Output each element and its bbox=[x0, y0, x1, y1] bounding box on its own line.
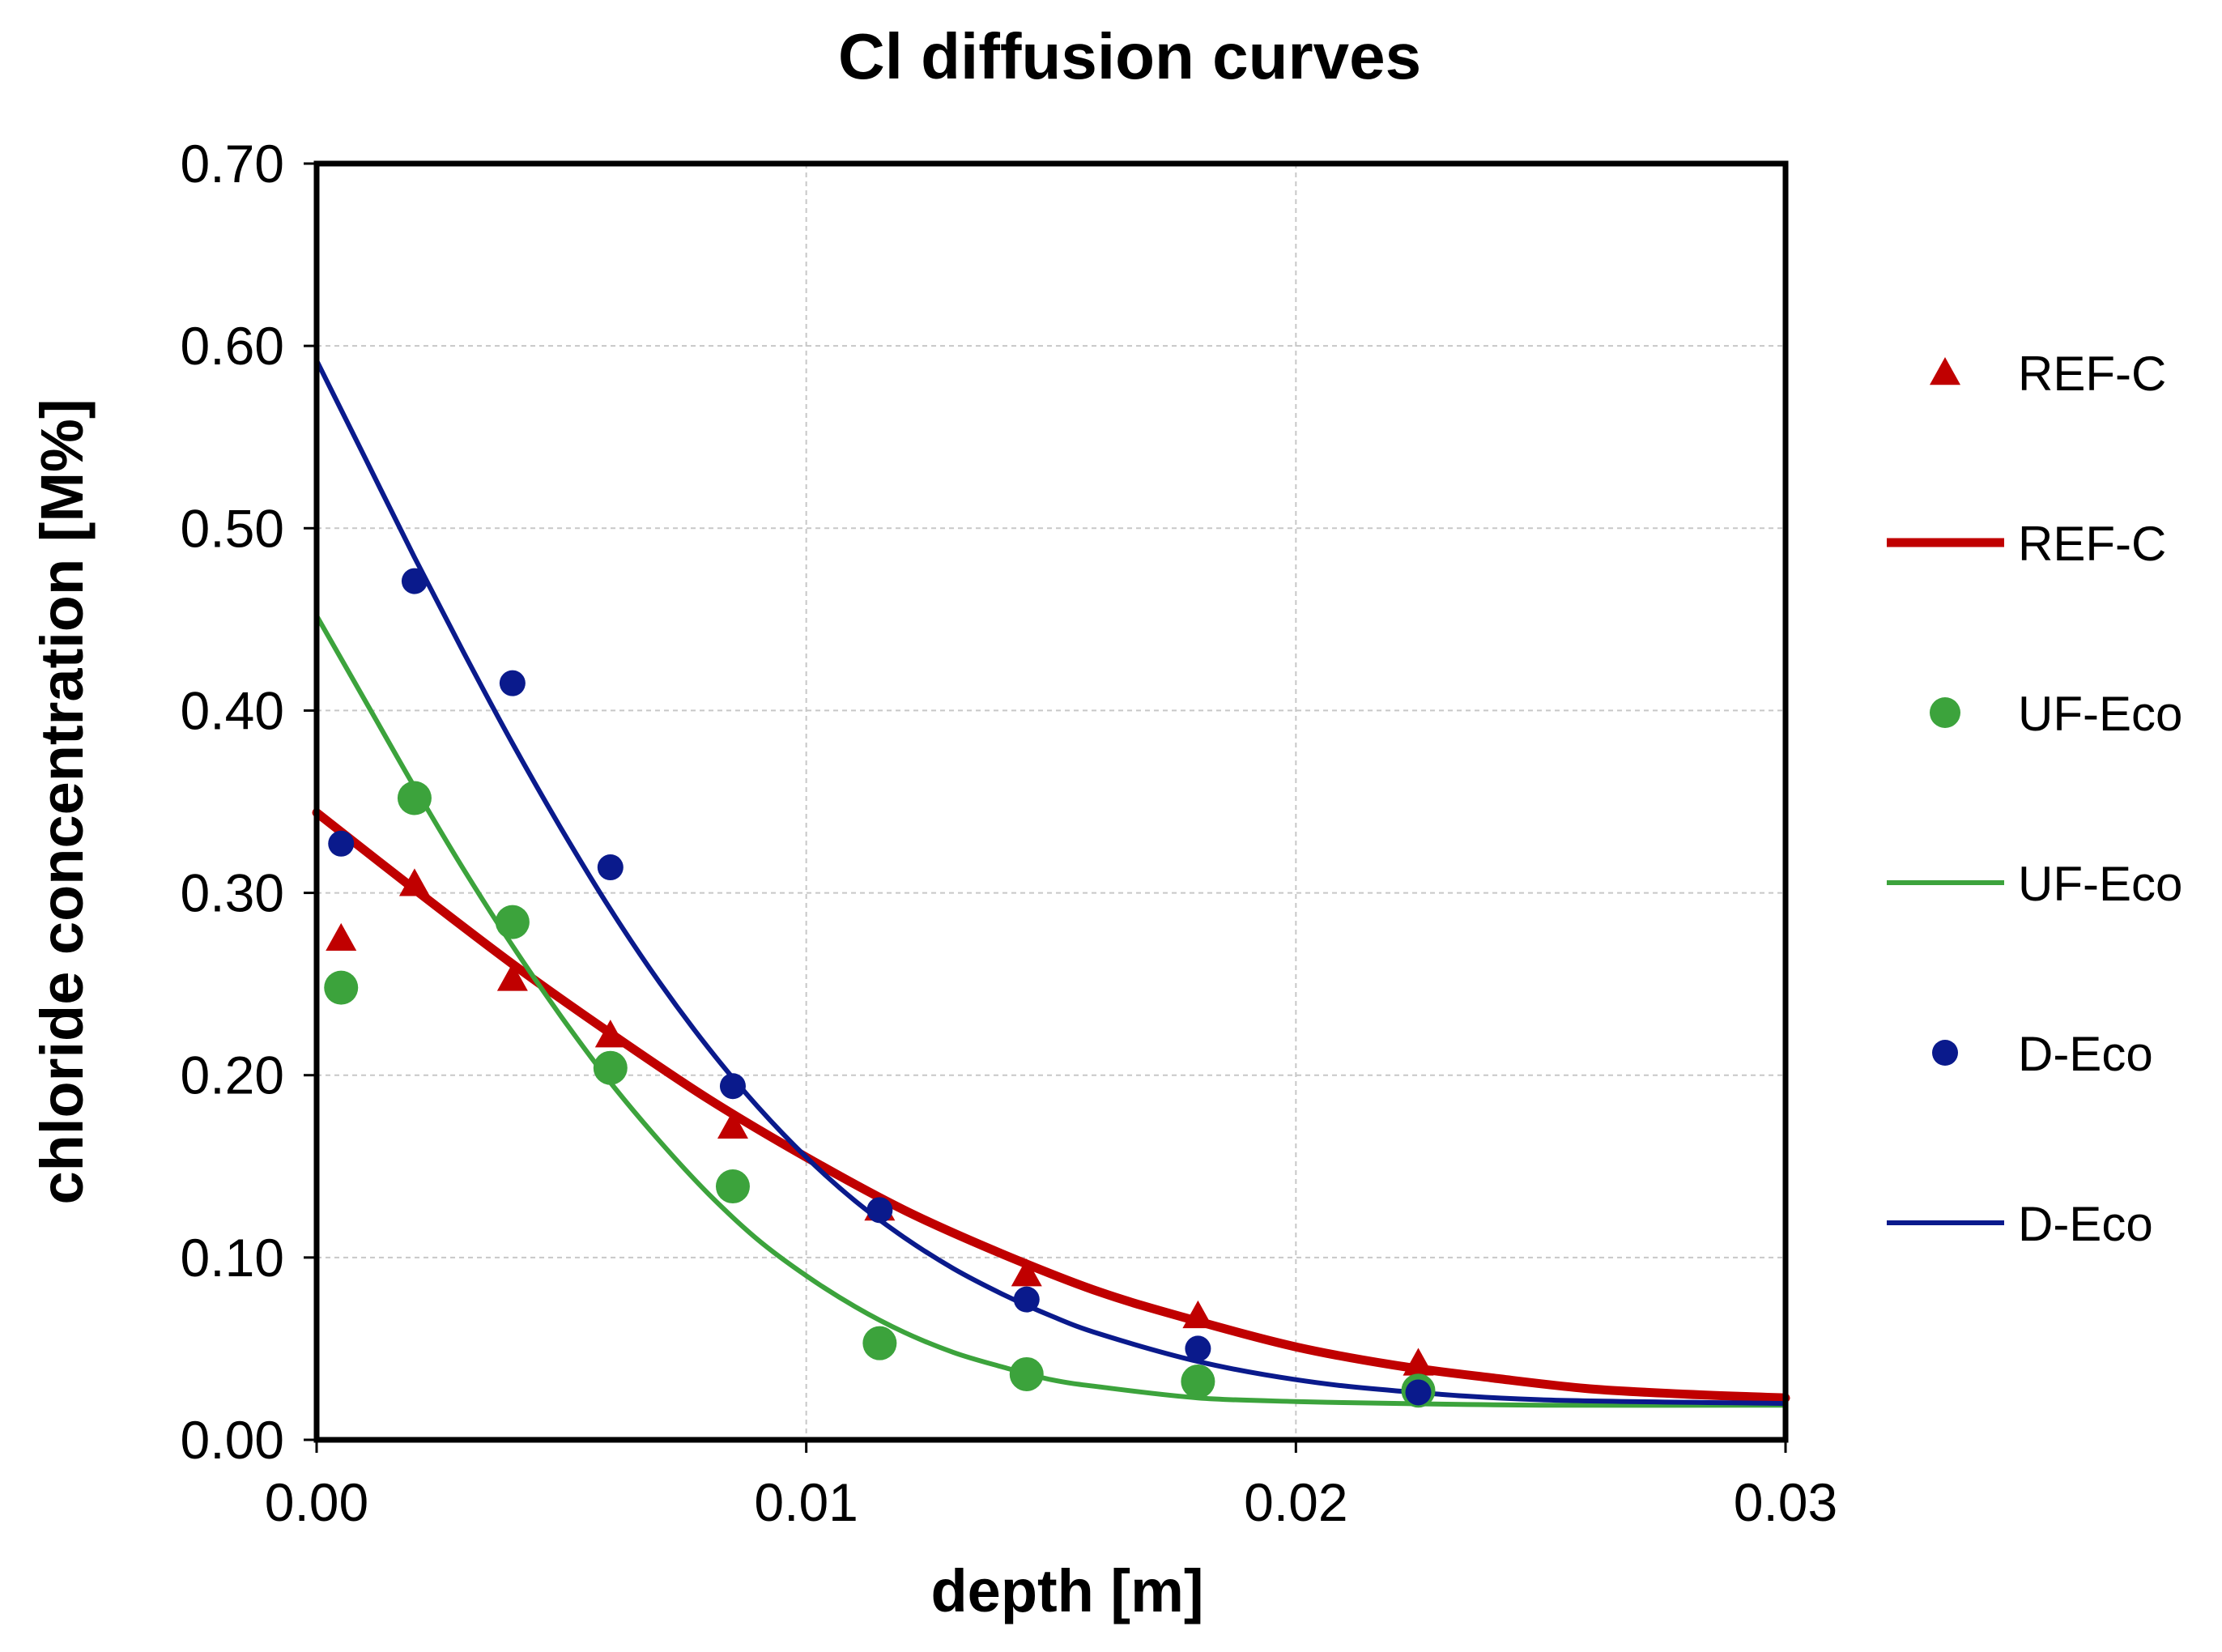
x-tick-label: 0.01 bbox=[754, 1472, 858, 1532]
legend-marker-d-eco bbox=[1932, 1040, 1958, 1066]
point-uf-eco bbox=[862, 1326, 897, 1360]
point-uf-eco bbox=[397, 781, 432, 815]
point-uf-eco bbox=[1009, 1356, 1044, 1391]
series-points bbox=[324, 568, 1436, 1408]
y-axis-label: chloride concentration [M%] bbox=[28, 399, 96, 1205]
point-d-eco bbox=[1185, 1335, 1211, 1362]
y-tick-label: 0.30 bbox=[181, 863, 284, 923]
point-d-eco bbox=[719, 1073, 746, 1100]
point-d-eco bbox=[597, 854, 624, 881]
x-axis-ticks: 0.00 0.01 0.02 0.03 bbox=[265, 1440, 1837, 1532]
y-axis-ticks: 0.00 0.10 0.20 0.30 0.40 0.50 0.60 0.70 bbox=[181, 134, 317, 1470]
legend-label-ref-c: REF-C bbox=[2018, 517, 2166, 571]
point-d-eco bbox=[401, 568, 428, 594]
fit-line-d-eco bbox=[314, 358, 1788, 1406]
point-ref-c bbox=[717, 1110, 748, 1139]
series-lines bbox=[312, 358, 1790, 1408]
legend-label-d-eco: D-Eco bbox=[2018, 1197, 2153, 1251]
x-axis-label: depth [m] bbox=[930, 1557, 1203, 1624]
y-tick-label: 0.00 bbox=[181, 1410, 284, 1470]
plot-frame bbox=[313, 160, 1789, 1443]
legend-label-ref-c: REF-C bbox=[2018, 347, 2166, 401]
legend-label-uf-eco: UF-Eco bbox=[2018, 857, 2182, 911]
x-tick-label: 0.03 bbox=[1734, 1472, 1837, 1532]
point-ref-c bbox=[594, 1020, 626, 1048]
point-ref-c bbox=[496, 963, 528, 991]
point-uf-eco bbox=[324, 970, 359, 1005]
legend: REF-C REF-C UF-Eco UF-Eco D-Eco D-Eco bbox=[1887, 347, 2182, 1251]
point-ref-c bbox=[398, 868, 430, 896]
y-tick-label: 0.20 bbox=[181, 1045, 284, 1105]
point-ref-c bbox=[326, 922, 357, 952]
point-uf-eco bbox=[715, 1169, 750, 1204]
legend-label-uf-eco: UF-Eco bbox=[2018, 687, 2182, 741]
point-uf-eco bbox=[593, 1050, 628, 1085]
chart-title: Cl diffusion curves bbox=[838, 20, 1421, 92]
point-d-eco bbox=[1405, 1379, 1432, 1406]
legend-label-d-eco: D-Eco bbox=[2018, 1027, 2153, 1081]
x-tick-label: 0.00 bbox=[265, 1472, 368, 1532]
point-d-eco bbox=[499, 670, 526, 696]
y-tick-label: 0.60 bbox=[181, 316, 284, 376]
point-ref-c bbox=[1403, 1348, 1434, 1376]
point-uf-eco bbox=[1181, 1364, 1215, 1399]
y-tick-label: 0.10 bbox=[181, 1228, 284, 1288]
point-ref-c bbox=[1011, 1258, 1042, 1287]
fit-line-ref-c bbox=[312, 808, 1790, 1403]
point-d-eco bbox=[866, 1197, 893, 1224]
y-tick-label: 0.50 bbox=[181, 498, 284, 558]
y-tick-label: 0.70 bbox=[181, 134, 284, 194]
point-ref-c bbox=[1182, 1300, 1214, 1329]
grid bbox=[317, 164, 1786, 1440]
point-uf-eco bbox=[495, 905, 530, 939]
point-d-eco bbox=[328, 830, 355, 857]
legend-marker-ref-c bbox=[1930, 357, 1960, 385]
x-tick-label: 0.02 bbox=[1244, 1472, 1347, 1532]
point-d-eco bbox=[1013, 1286, 1040, 1313]
fit-line-uf-eco bbox=[314, 613, 1788, 1408]
legend-marker-uf-eco bbox=[1930, 697, 1960, 728]
y-tick-label: 0.40 bbox=[181, 680, 284, 740]
